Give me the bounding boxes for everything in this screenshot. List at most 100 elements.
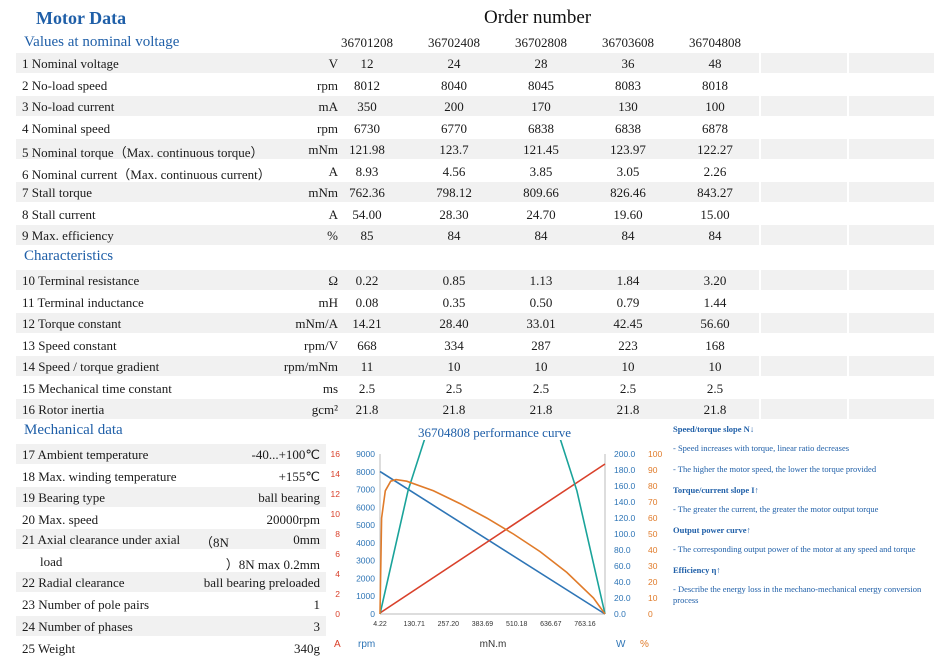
table-row: 21 Axial clearance under axial （8N 0mm xyxy=(16,529,326,550)
chart-notes: Speed/torque slope N↓ - Speed increases w… xyxy=(673,424,933,616)
cell-value: 6878 xyxy=(702,120,728,136)
axis-label-speed: rpm xyxy=(358,639,375,650)
order-number: 36704808 xyxy=(689,35,741,50)
order-number: 36702808 xyxy=(515,35,567,50)
row-label: 24 Number of phases xyxy=(22,619,133,634)
row-unit: rpm/mNm xyxy=(283,359,338,374)
y-tick-label: 70 xyxy=(648,497,658,507)
cell-value: 8083 xyxy=(615,77,641,93)
cell-value: 15.00 xyxy=(700,206,730,222)
column-divider xyxy=(847,334,849,355)
cell-value: 0.50 xyxy=(529,294,553,310)
note-text: - The corresponding output power of the … xyxy=(673,544,916,554)
cell-value: 21.8 xyxy=(529,402,553,417)
y-tick-label: 4 xyxy=(335,569,340,579)
column-divider xyxy=(759,96,761,116)
cell-value: 122.27 xyxy=(697,142,733,157)
cell-value: 3.05 xyxy=(616,163,640,179)
y-tick-label: 140.0 xyxy=(614,497,636,507)
row-label: 13 Speed constant xyxy=(22,337,117,353)
y-tick-label: 10 xyxy=(648,593,658,603)
column-divider xyxy=(847,182,849,202)
cell-value: 121.45 xyxy=(523,142,559,157)
row-label: 8 Stall current xyxy=(22,206,96,222)
axis-label-power: W xyxy=(616,639,626,650)
x-tick-label: 130.71 xyxy=(403,621,425,628)
row-label: 23 Number of pole pairs xyxy=(22,597,150,612)
table-row: load ）8N max 0.2mm xyxy=(16,551,326,572)
y-tick-label: 0.0 xyxy=(614,609,626,619)
row-label: 11 Terminal inductance xyxy=(22,294,144,310)
series-line-current xyxy=(379,463,606,614)
row-value: 340g xyxy=(294,641,320,656)
table-row: 3 No-load current mA 350 200 170 130 100 xyxy=(16,96,934,116)
performance-chart: 1614121086420900080007000600050004000300… xyxy=(331,440,662,650)
table-row: 2 No-load speed rpm 8012 8040 8045 8083 8018 xyxy=(16,74,934,95)
table-row: 7 Stall torque mNm 762.36 798.12 809.66 826.4… xyxy=(16,182,934,202)
row-value: +155℃ xyxy=(278,469,320,484)
row-label: 16 Rotor inertia xyxy=(22,402,105,417)
cell-value: 809.66 xyxy=(523,185,559,200)
column-divider xyxy=(847,377,849,398)
table-row: 12 Torque constant mNm/A 14.21 28.40 33.01 42… xyxy=(16,313,934,333)
row-label: 12 Torque constant xyxy=(22,316,122,331)
row-unit: % xyxy=(327,228,338,243)
column-divider xyxy=(847,53,849,73)
table-row: 24 Number of phases 3 xyxy=(16,616,326,636)
series-line-power xyxy=(379,440,606,615)
x-tick-label: 510.18 xyxy=(506,621,528,628)
cell-value: 223 xyxy=(618,337,638,353)
cell-value: 42.45 xyxy=(613,316,643,331)
row-unit: mNm xyxy=(308,185,338,200)
cell-value: 668 xyxy=(357,337,377,353)
cell-value: 85 xyxy=(360,228,374,243)
table-row: 13 Speed constant rpm/V 668 334 287 223 168 xyxy=(16,334,934,355)
cell-value: 123.7 xyxy=(439,142,469,157)
column-divider xyxy=(847,74,849,95)
table-row: 9 Max. efficiency% 85 84 84 84 84 xyxy=(16,225,934,245)
cell-value: 1.13 xyxy=(529,273,553,288)
cell-value: 84 xyxy=(621,228,635,243)
note-heading: Efficiency η↑ xyxy=(673,565,721,575)
column-divider xyxy=(847,203,849,224)
note-heading: Speed/torque slope N↓ xyxy=(673,424,755,434)
row-label: 19 Bearing type xyxy=(22,490,106,505)
cell-value: 2.5 xyxy=(358,380,376,396)
table-row: 15 Mechanical time constant ms 2.5 2.5 2.5 2.… xyxy=(16,377,934,398)
cell-value: 1.44 xyxy=(703,294,727,310)
y-tick-label: 4000 xyxy=(356,538,375,548)
row-label: 10 Terminal resistance xyxy=(22,273,140,288)
x-tick-label: 763.16 xyxy=(574,621,596,628)
y-tick-label: 20 xyxy=(648,577,658,587)
row-unit: A xyxy=(328,206,338,222)
table-row: 8 Stall current A 54.00 28.30 24.70 19.60 15.0… xyxy=(16,203,934,224)
y-tick-label: 30 xyxy=(648,561,658,571)
cell-value: 6770 xyxy=(441,120,467,136)
table-row: 25 Weight 340g xyxy=(16,638,326,658)
cell-value: 334 xyxy=(444,337,464,353)
note-text: - The higher the motor speed, the lower … xyxy=(673,464,877,474)
note-heading: Output power curve↑ xyxy=(673,525,751,535)
y-tick-label: 9000 xyxy=(356,449,375,459)
column-divider xyxy=(847,356,849,376)
cell-value: 170 xyxy=(531,99,551,114)
y-tick-label: 3000 xyxy=(356,556,375,566)
row-label: 14 Speed / torque gradient xyxy=(22,359,160,374)
row-label: 2 No-load speed xyxy=(22,77,108,93)
cell-value: 0.85 xyxy=(442,273,466,288)
cell-value: 21.8 xyxy=(616,402,640,417)
section-mechanical: Mechanical data xyxy=(24,422,123,438)
table-row: 19 Bearing type ball bearing xyxy=(16,487,326,507)
cell-value: 3.85 xyxy=(529,163,553,179)
row-unit: ms xyxy=(322,380,338,396)
row-label: 25 Weight xyxy=(22,641,76,656)
column-divider xyxy=(847,270,849,290)
cell-value: 762.36 xyxy=(349,185,385,200)
cell-value: 28.40 xyxy=(439,316,469,331)
cell-value: 123.97 xyxy=(610,142,646,157)
cell-value: 19.60 xyxy=(613,206,643,222)
cell-value: 798.12 xyxy=(436,185,472,200)
cell-value: 24.70 xyxy=(526,206,556,222)
note-text: - The greater the current, the greater t… xyxy=(673,504,879,514)
cell-value: 0.35 xyxy=(442,294,466,310)
